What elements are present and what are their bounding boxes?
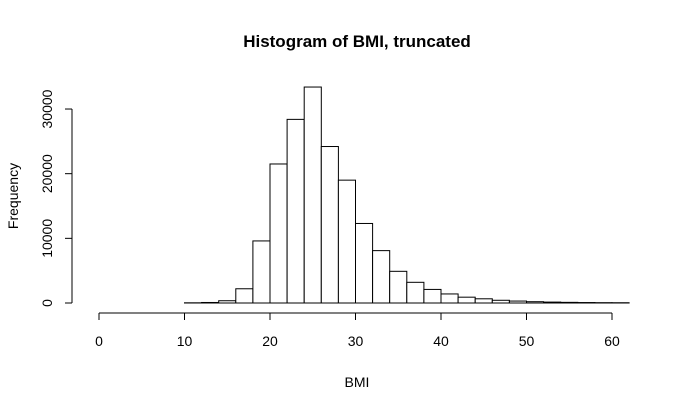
bars-group [184,86,630,304]
histogram-bar [372,250,391,304]
x-tick-label: 0 [95,333,103,349]
histogram-bar [474,298,493,304]
histogram-bar [269,163,288,304]
y-tick-label: 0 [39,299,55,307]
histogram-bar [337,179,356,304]
x-axis-label: BMI [345,374,370,390]
y-axis-label: Frequency [5,163,21,229]
histogram-bar [457,296,476,304]
x-tick-label: 50 [519,333,535,349]
x-axis: 0 10 20 30 40 50 60 [95,312,620,349]
x-tick-label: 30 [348,333,364,349]
histogram-bar [389,270,408,304]
y-tick-label: 20000 [39,154,55,193]
histogram-bar [491,299,510,304]
y-tick-label: 30000 [39,89,55,128]
histogram-bar [526,301,545,304]
histogram-bar [406,281,425,304]
histogram-bar [560,301,579,304]
histogram-bar [543,301,562,304]
x-tick-label: 10 [177,333,193,349]
histogram-bar [252,240,271,304]
histogram-bar [440,293,459,304]
y-axis: 0 10000 20000 30000 [39,89,73,307]
histogram-bar [508,300,527,304]
histogram-bar [235,288,254,304]
x-tick-label: 40 [433,333,449,349]
histogram-bar [320,146,339,304]
histogram-bar [303,86,322,304]
x-tick-label: 20 [262,333,278,349]
histogram-bar [218,300,237,304]
y-tick-label: 10000 [39,219,55,258]
histogram-bar [355,222,374,304]
histogram-bar [423,288,442,304]
chart-title: Histogram of BMI, truncated [243,32,471,51]
histogram-bar [286,118,305,304]
histogram-bar [201,301,220,304]
x-tick-label: 60 [604,333,620,349]
